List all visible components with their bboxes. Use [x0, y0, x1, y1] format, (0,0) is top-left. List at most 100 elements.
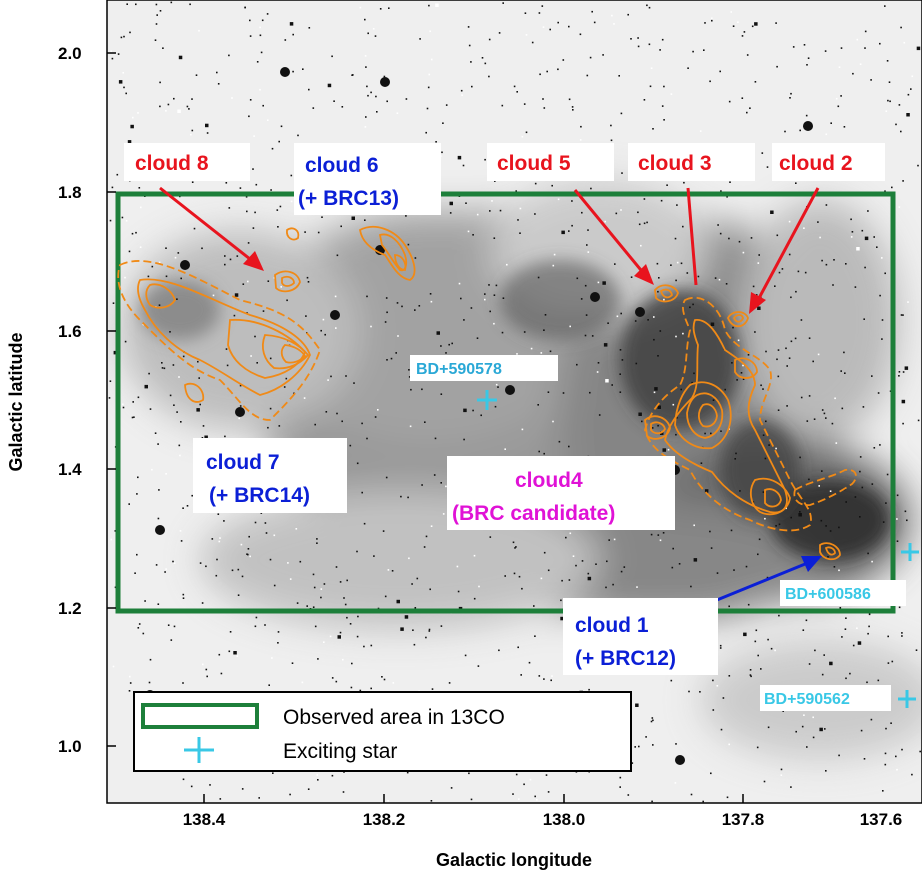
background-star — [780, 768, 783, 771]
background-star — [534, 635, 536, 637]
background-star — [249, 99, 252, 101]
background-star — [165, 275, 168, 278]
background-star — [904, 366, 909, 370]
background-star — [173, 404, 175, 406]
background-star — [182, 778, 185, 781]
background-star — [587, 251, 590, 253]
background-star — [312, 573, 315, 576]
background-star — [712, 709, 715, 711]
background-star — [273, 534, 276, 537]
background-star — [126, 3, 128, 5]
background-star — [825, 204, 828, 206]
background-star — [245, 196, 248, 198]
background-star — [801, 725, 804, 728]
background-star — [758, 538, 761, 541]
background-star — [493, 322, 495, 325]
background-star — [117, 53, 120, 55]
background-star — [817, 353, 820, 356]
background-star — [334, 295, 337, 298]
background-star — [884, 752, 887, 755]
background-star — [241, 788, 244, 790]
cloud4-contour — [686, 392, 724, 439]
background-star — [608, 539, 610, 541]
background-star — [817, 221, 819, 223]
background-star — [774, 285, 776, 287]
background-star — [902, 180, 904, 182]
background-star — [659, 330, 662, 332]
background-star — [742, 364, 744, 367]
background-star — [414, 607, 417, 609]
background-star — [202, 425, 205, 427]
y-axis-title: Galactic latitude — [6, 332, 26, 471]
background-star — [835, 442, 838, 444]
cloud7-contour — [145, 283, 176, 309]
background-star — [151, 468, 153, 471]
background-star — [758, 254, 760, 256]
background-star — [703, 49, 705, 51]
background-star — [646, 221, 648, 224]
background-star — [596, 371, 599, 373]
background-star — [652, 744, 654, 746]
background-star — [675, 335, 677, 338]
background-star — [740, 372, 743, 374]
background-star — [551, 675, 553, 677]
background-star — [840, 95, 842, 97]
background-star — [637, 45, 640, 48]
background-star — [111, 186, 114, 189]
background-star — [812, 360, 814, 363]
background-star — [786, 405, 788, 407]
background-star — [587, 572, 590, 575]
background-star — [711, 17, 713, 20]
background-star — [790, 516, 792, 519]
background-star — [650, 67, 653, 69]
background-star — [331, 774, 334, 777]
background-star — [557, 198, 560, 201]
background-star — [545, 774, 548, 776]
background-star — [766, 166, 769, 168]
background-star — [489, 210, 491, 212]
background-star — [165, 110, 167, 112]
background-star — [687, 67, 689, 69]
background-star — [674, 237, 677, 240]
background-star — [252, 227, 255, 229]
background-star — [873, 447, 876, 449]
background-star — [169, 394, 172, 397]
background-star — [844, 628, 847, 630]
background-star — [236, 255, 239, 257]
background-star — [889, 100, 891, 103]
background-star — [419, 38, 421, 40]
background-star — [502, 2, 504, 4]
background-star — [598, 414, 601, 416]
background-star — [636, 586, 638, 588]
background-star — [148, 372, 150, 375]
background-star — [611, 384, 613, 386]
background-star — [287, 562, 289, 564]
background-star — [691, 381, 693, 384]
background-star — [845, 501, 847, 503]
background-star — [134, 572, 136, 574]
background-star — [155, 564, 158, 566]
background-star — [456, 565, 459, 568]
background-star — [790, 340, 793, 343]
background-star — [484, 293, 486, 295]
cloud2-contour — [732, 314, 744, 323]
background-star — [825, 417, 827, 419]
background-star — [440, 482, 442, 484]
background-star — [264, 624, 266, 626]
background-star — [151, 265, 154, 268]
background-star — [387, 799, 389, 802]
background-star — [730, 529, 733, 532]
background-star — [887, 99, 889, 102]
background-star — [704, 432, 706, 435]
background-star — [710, 432, 712, 435]
background-star — [498, 32, 501, 34]
background-star — [659, 49, 661, 51]
background-star — [911, 75, 914, 78]
background-star — [191, 494, 193, 497]
background-star — [265, 532, 268, 534]
background-star — [613, 23, 615, 25]
background-star — [657, 355, 659, 357]
background-star — [465, 202, 467, 204]
background-star — [308, 88, 310, 91]
background-star — [871, 375, 873, 377]
